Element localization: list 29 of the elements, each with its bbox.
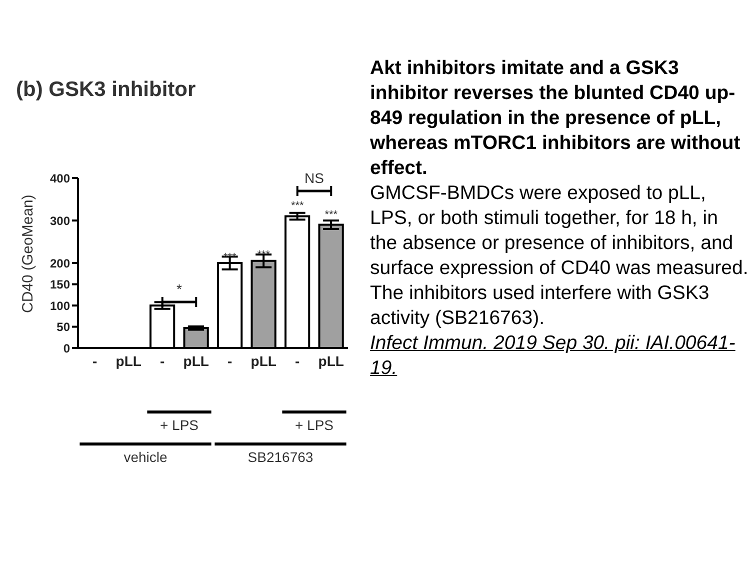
y-tick-label: 0 [63, 341, 70, 356]
y-tick-label: 200 [50, 256, 70, 270]
y-tick-label: 400 [50, 171, 70, 186]
text: GMCSF-BMDCs were exposed to pLL, LPS, or both stimuli together, for 18 h, in the absence or presence of inhibitors, and surface expression of CD40 was measured. The inhibitors used interfere with GSK3 activity (SB216763). [370, 181, 750, 331]
y-tick-label: 150 [50, 278, 70, 292]
y-tick-label: 300 [50, 214, 70, 228]
annotation: NS [304, 170, 324, 186]
y-tick-label: 50 [56, 320, 70, 334]
text: + LPS [160, 417, 199, 433]
x-tick-label: - [160, 352, 166, 369]
x-tick-label: pLL [183, 352, 210, 369]
x-tick-label: - [92, 352, 98, 369]
text: SB216763 [248, 449, 314, 465]
data-label: *** [290, 200, 305, 212]
y-tick-label: 100 [50, 298, 70, 313]
x-tick-label: pLL [318, 352, 344, 369]
text: Akt inhibitors imitate and a GSK3 inhibitor reverses the blunted CD40 up- 849 regulation in the presence of pLL, whereas mTORC1 inhibitors are without effect. [370, 56, 742, 181]
text: vehicle [124, 449, 168, 465]
annotation: * [176, 281, 183, 297]
x-tick-label: - [228, 352, 233, 369]
text: Infect Immun. 2019 Sep 30. pii: IAI.00641-19. [370, 331, 736, 381]
chart-title: (b) GSK3 inhibitor [16, 78, 196, 102]
x-tick-label: pLL [250, 352, 277, 369]
data-label: *** [257, 249, 271, 261]
x-tick-label: pLL [116, 352, 142, 369]
y-axis-title: CD40 (GeoMean) [19, 194, 36, 313]
x-tick-label: - [295, 352, 300, 369]
text: + LPS [294, 417, 334, 433]
data-label: *** [324, 209, 338, 221]
